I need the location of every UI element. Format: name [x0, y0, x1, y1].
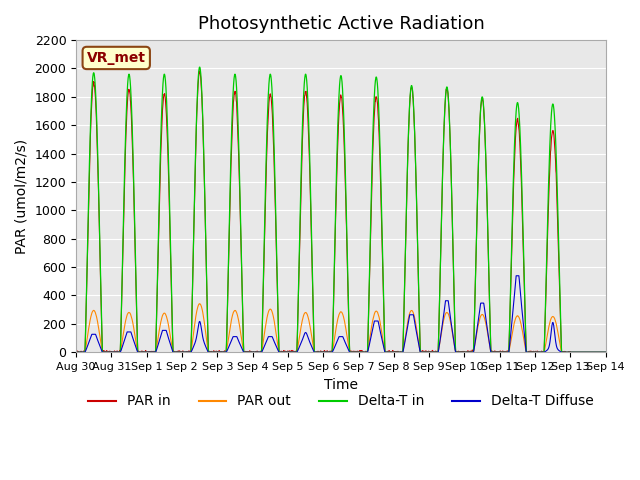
PAR out	[556, 337, 563, 343]
PAR out	[196, 301, 204, 307]
Delta-T Diffuse	[513, 273, 520, 279]
PAR in	[72, 349, 80, 355]
Delta-T Diffuse	[602, 349, 609, 355]
Line: PAR in: PAR in	[76, 71, 605, 352]
PAR out	[495, 349, 503, 355]
PAR out	[368, 322, 376, 327]
Delta-T in	[495, 349, 502, 355]
PAR in	[495, 349, 503, 355]
Delta-T in	[220, 349, 228, 355]
PAR in	[556, 276, 563, 282]
Y-axis label: PAR (umol/m2/s): PAR (umol/m2/s)	[15, 139, 29, 254]
Delta-T in	[556, 258, 563, 264]
Delta-T Diffuse	[356, 349, 364, 355]
Text: VR_met: VR_met	[87, 51, 146, 65]
PAR out	[72, 349, 80, 355]
Delta-T in	[72, 349, 80, 355]
PAR out	[356, 349, 364, 355]
Delta-T Diffuse	[567, 349, 575, 355]
Legend: PAR in, PAR out, Delta-T in, Delta-T Diffuse: PAR in, PAR out, Delta-T in, Delta-T Dif…	[83, 389, 599, 414]
PAR in	[196, 68, 204, 74]
Delta-T in	[368, 174, 376, 180]
Delta-T Diffuse	[367, 332, 375, 338]
PAR out	[602, 349, 609, 355]
Delta-T Diffuse	[570, 349, 578, 355]
Line: Delta-T in: Delta-T in	[76, 67, 605, 352]
PAR out	[220, 349, 228, 355]
Delta-T in	[196, 64, 204, 70]
PAR in	[356, 349, 364, 355]
Delta-T in	[356, 349, 364, 355]
PAR out	[72, 349, 80, 355]
Delta-T in	[602, 349, 609, 355]
Delta-T in	[570, 349, 578, 355]
Line: Delta-T Diffuse: Delta-T Diffuse	[76, 276, 605, 352]
PAR in	[220, 349, 228, 355]
PAR in	[570, 349, 578, 355]
Delta-T Diffuse	[72, 349, 80, 355]
PAR in	[368, 178, 376, 184]
X-axis label: Time: Time	[324, 377, 358, 392]
Title: Photosynthetic Active Radiation: Photosynthetic Active Radiation	[198, 15, 484, 33]
PAR in	[72, 349, 80, 355]
Delta-T Diffuse	[495, 349, 502, 355]
PAR in	[602, 349, 609, 355]
PAR out	[570, 349, 578, 355]
Delta-T Diffuse	[556, 348, 563, 353]
Delta-T Diffuse	[220, 349, 228, 355]
Line: PAR out: PAR out	[76, 304, 605, 352]
